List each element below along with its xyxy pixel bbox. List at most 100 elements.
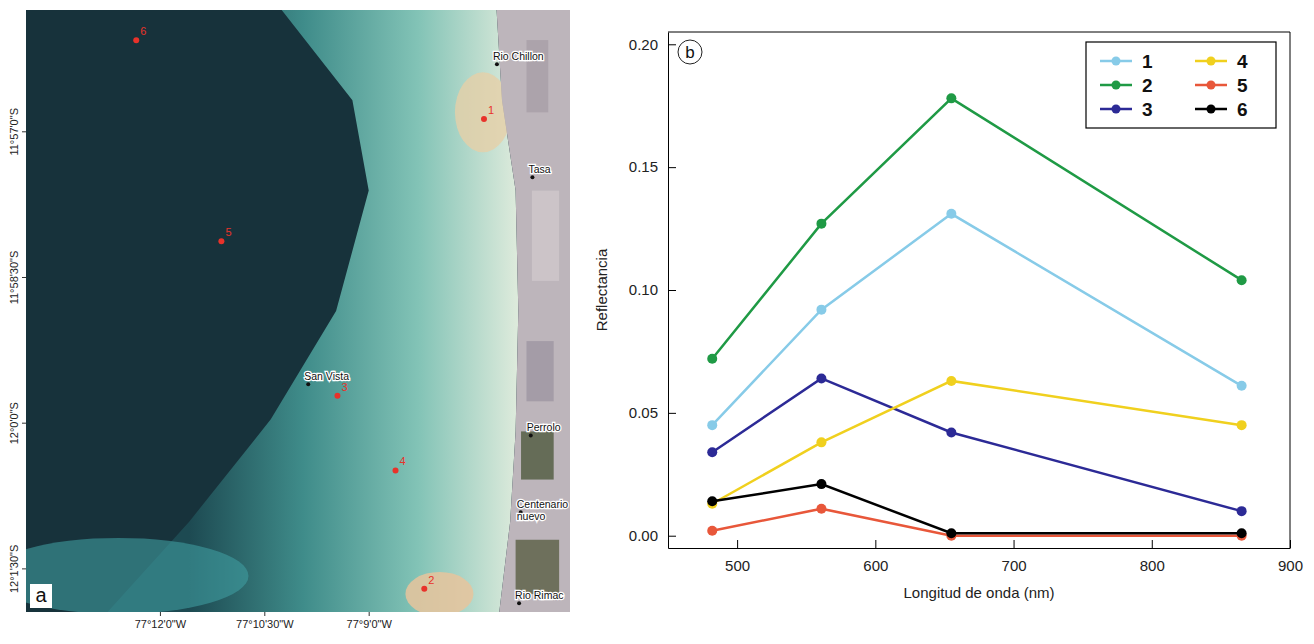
station-label: 5	[225, 226, 231, 238]
y-tick-mark	[668, 413, 676, 414]
ocean	[26, 10, 570, 612]
panel-letter: b	[685, 43, 694, 62]
x-tick-mark	[1152, 540, 1153, 548]
place-label: Perrolo	[527, 421, 561, 433]
land-texture	[521, 431, 554, 479]
series-marker	[707, 496, 717, 506]
place-dot	[529, 433, 533, 437]
y-tick: 0.15	[629, 158, 676, 175]
land	[497, 10, 570, 612]
legend: 123456	[1086, 42, 1276, 128]
station-label: 4	[399, 455, 405, 467]
y-tick-mark	[668, 290, 676, 291]
map-y-tick-label: 12°1'30"S	[8, 545, 20, 593]
x-tick: 700	[1002, 540, 1027, 574]
place-dot	[517, 601, 521, 605]
map-y-tick-label: 11°57'0"S	[8, 108, 20, 156]
series-marker	[816, 373, 826, 383]
x-tick-mark	[737, 540, 738, 548]
station-label: 3	[341, 381, 347, 393]
land-texture	[516, 540, 560, 594]
map-y-tick	[22, 277, 26, 278]
series-line	[712, 484, 1241, 533]
map-y-tick-label: 12°0'0"S	[8, 402, 20, 444]
panel-letter: a	[35, 584, 47, 606]
y-tick-mark	[668, 44, 676, 45]
series-marker	[816, 219, 826, 229]
legend-swatch-marker	[1112, 81, 1121, 90]
x-tick-label: 500	[725, 557, 750, 574]
legend-label: 1	[1142, 51, 1153, 72]
x-tick: 500	[725, 540, 750, 574]
map-y-tick-label: 11°58'30"S	[8, 251, 20, 305]
station-dot	[481, 116, 487, 122]
map-y-tick	[22, 131, 26, 132]
place-dot	[495, 62, 499, 66]
map-x-tick	[369, 612, 370, 616]
legend-swatch-marker	[1207, 57, 1216, 66]
frame-right	[1290, 32, 1291, 548]
legend-swatch-marker	[1112, 57, 1121, 66]
x-tick-label: 900	[1278, 557, 1303, 574]
y-tick-mark	[668, 167, 676, 168]
place-label: Rio Chillon	[493, 50, 544, 62]
station-dot	[334, 393, 340, 399]
y-tick-mark	[668, 536, 676, 537]
x-tick-label: 700	[1002, 557, 1027, 574]
series-marker	[816, 479, 826, 489]
x-tick-mark	[1014, 540, 1015, 548]
series-marker	[816, 305, 826, 315]
x-axis-title: Longitud de onda (nm)	[904, 584, 1055, 601]
x-tick: 800	[1140, 540, 1165, 574]
map-image	[26, 10, 570, 612]
series-line	[712, 214, 1241, 425]
series-marker	[1237, 275, 1247, 285]
series-marker	[1237, 506, 1247, 516]
series-marker	[946, 428, 956, 438]
y-tick: 0.20	[629, 36, 676, 53]
panel-letter-ring	[678, 40, 702, 64]
place-label: Rio Rimac	[515, 589, 563, 601]
y-tick: 0.05	[629, 404, 676, 421]
map-y-tick	[22, 568, 26, 569]
series-marker	[707, 526, 717, 536]
land-texture	[526, 341, 553, 401]
map-panel: 77°12'0"W77°10'30"W77°9'0"W11°57'0"S11°5…	[0, 10, 570, 630]
map-x-tick-label: 77°12'0"W	[135, 618, 187, 630]
place-label: Centenarionuevo	[517, 498, 569, 522]
series-marker	[707, 420, 717, 430]
legend-label: 3	[1142, 99, 1153, 120]
series-marker	[707, 447, 717, 457]
map-x-tick-label: 77°10'30"W	[236, 618, 294, 630]
map-y-tick	[22, 423, 26, 424]
station-dot	[421, 586, 427, 592]
series-line	[712, 509, 1241, 536]
place-dot	[530, 175, 534, 179]
series-line	[712, 378, 1241, 511]
legend-swatch-marker	[1112, 105, 1121, 114]
series-line	[712, 381, 1241, 504]
y-axis: 0.00 0.05 0.10 0.15 0.20	[629, 33, 676, 549]
x-tick: 900	[1278, 540, 1303, 574]
y-axis-title: Reflectancia	[593, 248, 610, 331]
series-marker	[707, 354, 717, 364]
y-tick-label: 0.20	[629, 36, 658, 53]
x-tick-label: 800	[1140, 557, 1165, 574]
figure: 77°12'0"W77°10'30"W77°9'0"W11°57'0"S11°5…	[0, 0, 1314, 644]
y-tick-label: 0.00	[629, 527, 658, 544]
legend-box	[1086, 42, 1276, 128]
chart-panel: 5006007008009000.000.050.100.150.20Longi…	[593, 32, 1303, 601]
sand-patch	[405, 572, 473, 612]
map-x-tick	[160, 612, 161, 616]
series-marker	[1237, 381, 1247, 391]
series-marker	[946, 376, 956, 386]
y-tick: 0.10	[629, 281, 676, 298]
series-marker	[1237, 420, 1247, 430]
series-marker	[816, 504, 826, 514]
y-tick-label: 0.05	[629, 404, 658, 421]
x-tick-mark	[1290, 540, 1291, 548]
legend-swatch-marker	[1207, 81, 1216, 90]
y-tick: 0.00	[629, 527, 676, 544]
legend-label: 2	[1142, 75, 1153, 96]
series-line	[712, 98, 1241, 358]
